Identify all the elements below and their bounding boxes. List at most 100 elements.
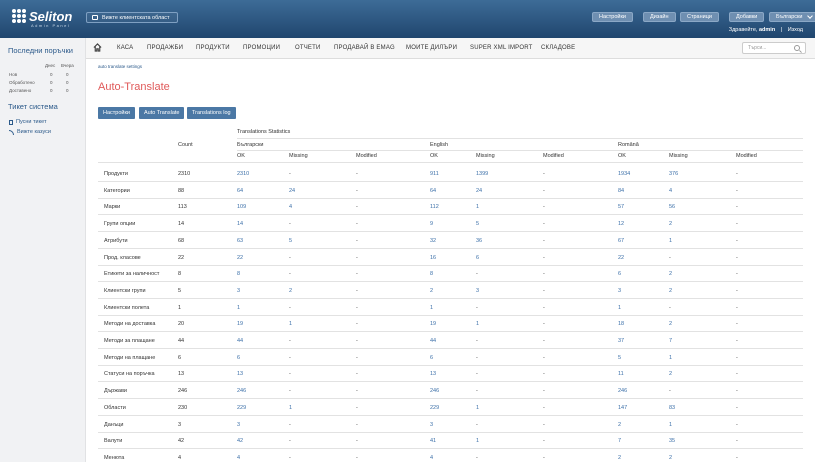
cell-ok[interactable]: 19: [237, 321, 244, 328]
cell-ok[interactable]: 1: [618, 304, 622, 311]
settings-button[interactable]: Настройки: [592, 12, 633, 22]
cell-ok[interactable]: 6: [237, 354, 241, 361]
cell-ok[interactable]: 5: [618, 354, 622, 361]
cell-missing[interactable]: 1: [476, 438, 480, 445]
cell-missing[interactable]: 24: [289, 187, 296, 194]
cell-missing[interactable]: 1: [289, 404, 293, 411]
cell-ok[interactable]: 147: [618, 404, 628, 411]
cell-missing[interactable]: 24: [476, 187, 483, 194]
nav-sales[interactable]: ПРОДАЖБИ: [147, 45, 184, 51]
cell-missing[interactable]: 2: [669, 454, 673, 461]
cell-ok[interactable]: 246: [237, 388, 247, 395]
cell-missing[interactable]: 2: [669, 371, 673, 378]
cell-missing[interactable]: 1: [669, 354, 673, 361]
nav-products[interactable]: ПРОДУКТИ: [196, 45, 230, 51]
logout-link[interactable]: Изход: [787, 27, 803, 33]
cell-ok[interactable]: 63: [237, 237, 244, 244]
cell-missing[interactable]: 5: [476, 221, 480, 228]
cell-ok[interactable]: 246: [618, 388, 628, 395]
cell-ok[interactable]: 41: [430, 438, 437, 445]
nav-warehouses[interactable]: СКЛАДОВЕ: [541, 45, 576, 51]
cell-ok[interactable]: 2310: [237, 171, 250, 177]
cell-missing[interactable]: 6: [476, 254, 480, 261]
tab-settings[interactable]: Настройки: [98, 107, 135, 119]
cell-ok[interactable]: 12: [618, 221, 625, 228]
cell-ok[interactable]: 4: [430, 454, 434, 461]
cell-ok[interactable]: 44: [237, 338, 244, 344]
cell-missing[interactable]: 2: [289, 287, 293, 294]
cell-ok[interactable]: 2: [430, 287, 434, 294]
cell-ok[interactable]: 13: [237, 371, 244, 378]
cell-missing[interactable]: 2: [669, 321, 673, 328]
cell-ok[interactable]: 18: [618, 321, 625, 328]
nav-reports[interactable]: ОТЧЕТИ: [295, 45, 321, 51]
cell-missing[interactable]: 35: [669, 438, 676, 445]
cell-ok[interactable]: 3: [237, 287, 241, 294]
addons-button[interactable]: Добавки: [729, 12, 765, 22]
cell-ok[interactable]: 6: [618, 271, 622, 278]
cell-missing[interactable]: 1: [669, 421, 673, 428]
cell-missing[interactable]: 1: [476, 321, 480, 328]
cell-ok[interactable]: 8: [430, 271, 434, 278]
breadcrumb[interactable]: auto translate settings: [98, 64, 143, 69]
cell-ok[interactable]: 1: [237, 304, 241, 311]
cell-ok[interactable]: 44: [430, 338, 437, 344]
cell-ok[interactable]: 37: [618, 338, 625, 344]
cell-missing[interactable]: 2: [669, 287, 673, 294]
cell-ok[interactable]: 3: [430, 421, 434, 428]
cell-ok[interactable]: 2: [618, 421, 622, 428]
view-cases-link[interactable]: Вижте казуси: [9, 129, 51, 135]
cell-ok[interactable]: 4: [237, 454, 241, 461]
search-input[interactable]: Търси...: [742, 42, 806, 54]
design-button[interactable]: Дизайн: [643, 12, 676, 22]
tab-translations-log[interactable]: Translations log: [187, 107, 236, 119]
cell-missing[interactable]: 4: [669, 187, 673, 194]
cell-missing[interactable]: 36: [476, 237, 483, 244]
cell-ok[interactable]: 6: [430, 354, 434, 361]
cell-ok[interactable]: 8: [237, 271, 241, 278]
cell-ok[interactable]: 229: [430, 404, 440, 411]
cell-ok[interactable]: 246: [430, 388, 440, 395]
search-icon[interactable]: [794, 45, 800, 51]
cell-missing[interactable]: 2: [669, 221, 673, 228]
cell-ok[interactable]: 3: [237, 421, 241, 428]
cell-missing[interactable]: 1: [476, 204, 480, 211]
cell-ok[interactable]: 1934: [618, 171, 631, 177]
cell-missing[interactable]: 83: [669, 404, 676, 411]
cell-ok[interactable]: 16: [430, 254, 437, 261]
cell-missing[interactable]: 5: [289, 237, 293, 244]
submit-ticket-link[interactable]: Пусни тикет: [9, 119, 46, 125]
cell-missing[interactable]: 7: [669, 338, 673, 344]
cell-ok[interactable]: 64: [430, 187, 437, 194]
nav-cash[interactable]: КАСА: [117, 45, 134, 51]
cell-missing[interactable]: 1: [289, 321, 293, 328]
nav-super-xml-import[interactable]: SUPER XML IMPORT: [470, 45, 533, 51]
nav-my-dealers[interactable]: МОИТЕ ДИЛЪРИ: [406, 45, 458, 51]
cell-missing[interactable]: 376: [669, 171, 679, 177]
cell-ok[interactable]: 109: [237, 204, 247, 211]
cell-missing[interactable]: 1: [476, 404, 480, 411]
tab-auto-translate[interactable]: Auto Translate: [139, 107, 185, 119]
cell-missing[interactable]: 4: [289, 204, 293, 211]
cell-ok[interactable]: 64: [237, 187, 244, 194]
cell-ok[interactable]: 22: [618, 254, 625, 261]
cell-ok[interactable]: 911: [430, 171, 439, 177]
cell-ok[interactable]: 67: [618, 237, 625, 244]
cell-ok[interactable]: 84: [618, 187, 625, 194]
cell-missing[interactable]: 3: [476, 287, 480, 294]
cell-ok[interactable]: 11: [618, 371, 624, 378]
seliton-logo[interactable]: Seliton: [12, 9, 72, 23]
nav-promotions[interactable]: ПРОМОЦИИ: [243, 45, 281, 51]
cell-missing[interactable]: 2: [669, 271, 673, 278]
cell-ok[interactable]: 7: [618, 438, 622, 445]
nav-sell-emag[interactable]: ПРОДАВАЙ В EMAG: [334, 45, 395, 51]
cell-ok[interactable]: 9: [430, 221, 434, 228]
cell-ok[interactable]: 229: [237, 404, 247, 411]
cell-ok[interactable]: 22: [237, 254, 244, 261]
cell-ok[interactable]: 2: [618, 454, 622, 461]
cell-ok[interactable]: 13: [430, 371, 437, 378]
cell-ok[interactable]: 42: [237, 438, 244, 445]
pages-button[interactable]: Страници: [680, 12, 719, 22]
language-dropdown[interactable]: Български: [769, 12, 815, 22]
cell-ok[interactable]: 3: [618, 287, 622, 294]
